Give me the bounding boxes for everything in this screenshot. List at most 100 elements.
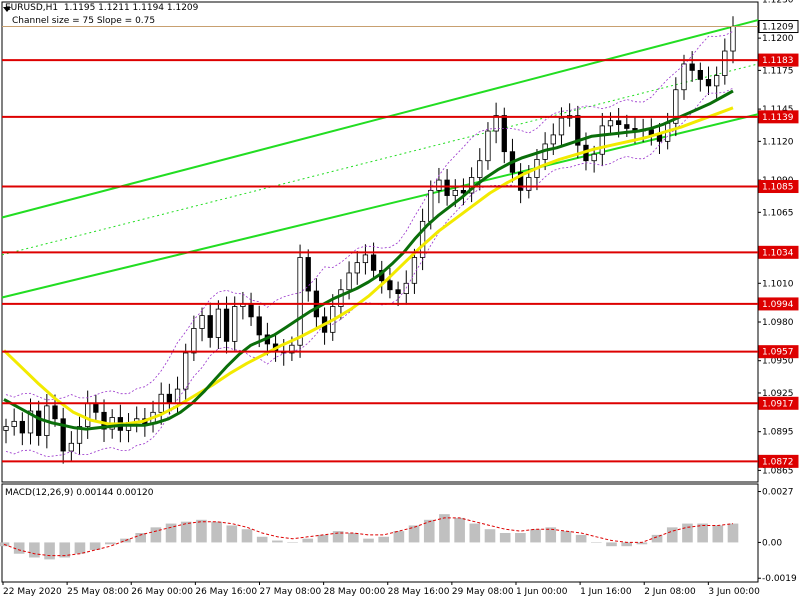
price-axis-label: 1.1230 (762, 0, 794, 5)
level-tag-label: 1.0872 (762, 457, 794, 467)
candle-body (477, 160, 483, 178)
macd-axis-label: -0.0019 (762, 574, 797, 584)
candle-body (36, 410, 42, 436)
candle-body (19, 420, 25, 434)
macd-bar (712, 525, 724, 543)
ma-fast-line (3, 89, 734, 431)
candle-body (52, 405, 58, 420)
channel-middle-line (1, 63, 759, 256)
macd-bar (545, 527, 557, 543)
level-tag-label: 1.0917 (762, 399, 794, 409)
candle-body (232, 306, 238, 342)
candle-body (166, 393, 173, 404)
macd-bar (272, 540, 283, 543)
candle-body (485, 130, 491, 162)
price-axis-label: 1.0980 (762, 318, 794, 328)
macd-bar (666, 527, 678, 543)
candle-body (493, 115, 499, 132)
candle-body (656, 134, 663, 142)
time-axis-label: 26 May 16:00 (195, 587, 257, 597)
macd-bar (29, 542, 40, 558)
macd-bar (469, 523, 481, 543)
candle-body (297, 257, 303, 346)
candle-body (673, 89, 679, 124)
candle-body (346, 272, 352, 291)
macd-bar (317, 534, 329, 543)
candle-body (207, 315, 213, 338)
time-axis-label: 29 May 08:00 (452, 587, 514, 597)
price-axis-label: 1.1200 (762, 34, 794, 44)
macd-info: MACD(12,26,9) 0.00144 0.00120 (5, 488, 154, 498)
candle-body (714, 75, 720, 87)
macd-bar (256, 536, 268, 543)
candle-body (76, 426, 83, 444)
candle-body (362, 254, 369, 264)
candle-body (419, 220, 426, 258)
macd-bar (454, 517, 465, 543)
candle-body (615, 120, 622, 125)
macd-bar (682, 523, 693, 543)
macd-bar (727, 523, 739, 543)
macd-bar (575, 534, 587, 543)
channel-info: Channel size = 75 Slope = 0.75 (12, 16, 156, 26)
candle-body (93, 402, 99, 413)
candle-body (183, 352, 189, 390)
chart-menu-arrow-icon[interactable] (3, 7, 11, 12)
time-axis-label: 1 Jun 00:00 (516, 587, 568, 597)
level-tag (758, 297, 799, 311)
candle-body (60, 418, 66, 452)
level-tag-label: 1.1034 (762, 248, 794, 258)
price-axis-label: 1.1065 (762, 208, 794, 218)
candle-body (591, 153, 597, 162)
level-tag-label: 1.1139 (762, 113, 794, 123)
macd-bar (74, 542, 86, 554)
envelope-upper (5, 31, 734, 401)
macd-bar (226, 525, 238, 543)
ma-slow-line (2, 106, 734, 426)
macd-axis-label: 0.0027 (762, 488, 794, 498)
candle-body (575, 115, 581, 146)
candle-body (624, 124, 630, 129)
macd-bar (439, 514, 450, 543)
macd-bar (515, 533, 526, 543)
macd-axis-label: 0.00 (762, 538, 782, 548)
candle-body (191, 328, 197, 354)
time-axis-label: 3 Jun 00:00 (708, 587, 760, 597)
level-tag (758, 454, 799, 468)
price-axis-label: 1.1145 (762, 105, 794, 115)
price-axis-label: 1.1175 (762, 66, 794, 76)
candle-body (428, 189, 434, 222)
candle-body (85, 402, 91, 427)
macd-panel-frame (1, 483, 759, 583)
macd-bar (499, 533, 511, 543)
time-axis-label: 1 Jun 16:00 (580, 587, 632, 597)
macd-bar (287, 542, 298, 543)
candle-body (256, 316, 262, 336)
level-tag (758, 20, 799, 34)
candle-body (223, 308, 230, 342)
candle-body (3, 426, 9, 431)
candle-body (722, 50, 728, 76)
candle-body (215, 308, 222, 338)
channel-lower-line (1, 113, 759, 299)
price-axis-label: 1.0950 (762, 357, 794, 367)
price-axis-label: 1.0865 (762, 466, 794, 476)
time-axis-label: 27 May 08:00 (259, 587, 321, 597)
channel-upper-line (1, 19, 759, 219)
macd-bar (302, 538, 314, 543)
candle-body (436, 179, 442, 191)
macd-signal-line (3, 517, 734, 557)
candle-body (607, 120, 614, 127)
candle-body (354, 262, 360, 274)
macd-bar (44, 542, 55, 560)
candle-body (444, 179, 450, 196)
macd-bar (530, 529, 541, 543)
price-panel-frame (1, 1, 759, 483)
macd-bar (332, 531, 344, 543)
candle-body (558, 117, 565, 136)
macd-bar (636, 542, 648, 545)
level-tag (758, 396, 799, 410)
candle-body (501, 115, 507, 153)
candle-body (338, 289, 344, 307)
